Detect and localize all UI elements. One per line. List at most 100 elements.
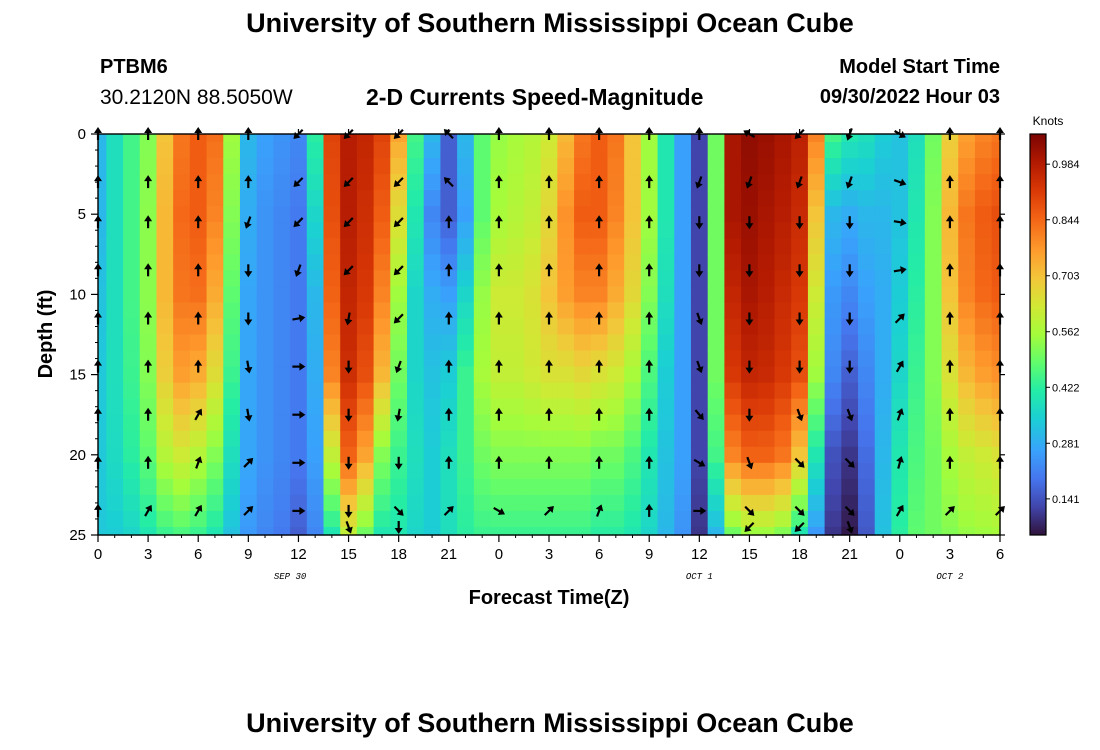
heat-cell <box>206 190 224 207</box>
x-axis-label: Forecast Time(Z) <box>469 587 630 609</box>
heat-cell <box>924 494 943 512</box>
heat-cell <box>189 414 208 432</box>
heat-cell <box>640 334 659 352</box>
heat-cell <box>657 302 675 320</box>
heat-cell <box>757 222 776 239</box>
heat-cell <box>106 270 124 287</box>
x-tick-label: 21 <box>841 546 858 563</box>
heat-cell <box>457 462 475 480</box>
heat-cell <box>557 318 575 336</box>
heat-cell <box>523 190 542 207</box>
heat-cell <box>874 254 893 271</box>
heat-cell <box>340 366 358 384</box>
heat-cell <box>557 270 575 287</box>
heat-cell <box>707 270 725 287</box>
heat-cell <box>724 366 742 384</box>
current-vector-arrow <box>645 215 654 229</box>
heat-cell <box>490 222 508 239</box>
heat-cell <box>156 158 174 175</box>
heat-cell <box>98 382 107 400</box>
heat-cell <box>690 318 709 336</box>
heat-cell <box>674 270 692 287</box>
heat-cell <box>657 142 675 159</box>
heat-cell <box>891 238 909 255</box>
heat-cell <box>674 238 692 255</box>
heat-cell <box>340 398 358 416</box>
current-vector-arrow <box>393 177 404 188</box>
heat-cell <box>707 222 725 239</box>
heat-cell <box>590 158 609 175</box>
heat-cell <box>523 350 542 368</box>
heat-cell <box>607 142 625 159</box>
heat-cell <box>824 382 842 400</box>
heat-cell <box>306 238 325 255</box>
current-vector-arrow <box>393 505 404 516</box>
heat-cell <box>741 206 759 223</box>
current-vector-arrow <box>543 505 554 516</box>
heat-cell <box>891 190 909 207</box>
heat-cell <box>507 174 525 191</box>
heat-cell <box>523 318 542 336</box>
current-vector-arrow <box>443 505 454 516</box>
heat-cell <box>223 190 241 207</box>
heat-cell <box>189 382 208 400</box>
heat-cell <box>657 318 675 336</box>
heat-cell <box>657 190 675 207</box>
heat-cell <box>239 398 258 416</box>
heat-cell <box>356 430 375 448</box>
current-vector-arrow <box>695 216 704 230</box>
heat-cell <box>757 414 776 432</box>
heat-cell <box>106 254 124 271</box>
heat-cell <box>774 270 792 287</box>
heat-cell <box>507 366 525 384</box>
heat-cell <box>924 302 943 320</box>
heat-cell <box>323 526 341 536</box>
heat-cell <box>958 238 976 255</box>
heat-cell <box>206 398 224 416</box>
heat-cell <box>624 494 642 512</box>
heat-cell <box>590 398 609 416</box>
current-vector-arrow <box>144 175 153 189</box>
heat-cell <box>690 206 709 223</box>
heat-cell <box>958 174 976 191</box>
heat-cell <box>874 366 893 384</box>
heat-cell <box>356 446 375 464</box>
heat-cell <box>523 414 542 432</box>
heat-cell <box>523 174 542 191</box>
heat-cell <box>98 510 107 528</box>
heat-cell <box>858 222 876 239</box>
current-vector-arrow <box>444 359 453 373</box>
heat-cell <box>874 270 893 287</box>
heat-cell <box>841 270 859 287</box>
heat-cell <box>123 398 141 416</box>
heat-cell <box>98 446 107 464</box>
heat-cell <box>306 350 325 368</box>
heat-cell <box>340 430 358 448</box>
heat-cell <box>273 254 291 271</box>
heat-cell <box>139 366 158 384</box>
heat-cell <box>724 238 742 255</box>
heat-cell <box>473 254 492 271</box>
heat-cell <box>189 254 208 271</box>
heat-cell <box>323 510 341 528</box>
footer-title: University of Southern Mississippi Ocean… <box>246 708 854 738</box>
heat-cell <box>507 526 525 536</box>
heat-cell <box>724 302 742 320</box>
heat-cell <box>223 398 241 416</box>
heat-cell <box>540 318 558 336</box>
heat-cell <box>640 398 659 416</box>
heat-cell <box>390 158 408 175</box>
heat-cell <box>390 238 408 255</box>
current-vector-arrow <box>745 216 754 230</box>
current-vector-arrow <box>745 264 754 278</box>
heat-cell <box>807 134 826 143</box>
heat-cell <box>891 142 909 159</box>
heat-cell <box>958 158 976 175</box>
heat-cell <box>490 414 508 432</box>
heat-cell <box>824 142 842 159</box>
heat-cell <box>891 478 909 496</box>
heat-cell <box>757 478 776 496</box>
heat-cell <box>707 366 725 384</box>
colorbar-tick-label: 0.281 <box>1052 438 1080 450</box>
